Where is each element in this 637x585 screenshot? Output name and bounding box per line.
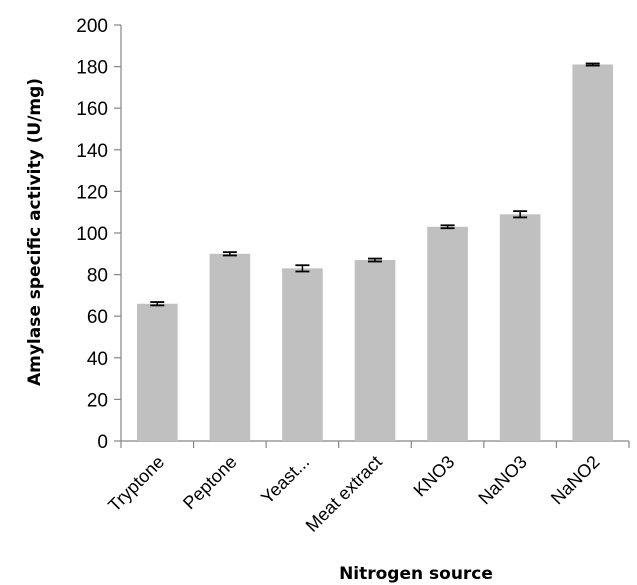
- x-tick-label: Peptone: [179, 452, 241, 514]
- x-tick-labels: Tryptone Peptone Yeast...Meat extract KNO3 N…: [104, 452, 603, 536]
- error-bar: [150, 301, 165, 307]
- error-bar: [585, 62, 600, 67]
- y-tick-label: 180: [76, 58, 108, 79]
- bar: [282, 268, 323, 441]
- bar: [354, 260, 396, 441]
- bar: [136, 303, 178, 441]
- x-tick-label: NaNO2: [547, 452, 604, 509]
- x-tick-label: Meat extract: [302, 452, 386, 536]
- error-bar: [295, 264, 310, 273]
- y-tick-label: 60: [87, 307, 108, 328]
- bars: [136, 64, 614, 442]
- bar: [209, 253, 251, 441]
- y-tick-label: 100: [76, 224, 108, 245]
- y-tick-label: 20: [87, 390, 108, 411]
- axes: [114, 24, 630, 448]
- x-tick-label: KNO3: [410, 452, 459, 501]
- x-tick-label: Yeast...: [257, 452, 313, 508]
- x-axis-title: Nitrogen source: [339, 564, 493, 584]
- y-tick-label: 40: [87, 349, 108, 370]
- y-tick-label: 200: [76, 16, 108, 37]
- bar: [499, 214, 541, 441]
- bar: [427, 226, 468, 441]
- y-tick-label: 0: [97, 432, 108, 453]
- bar: [572, 64, 614, 442]
- error-bar: [513, 210, 528, 219]
- y-tick-label: 120: [76, 182, 108, 203]
- y-tick-label: 160: [76, 99, 108, 120]
- error-bar: [440, 224, 455, 230]
- x-tick-label: Tryptone: [104, 452, 168, 516]
- error-bar: [368, 257, 382, 263]
- y-tick-label: 140: [76, 141, 108, 162]
- x-tick-label: NaNO3: [474, 452, 531, 509]
- y-tick-labels: 0 20 40 60 80 100 120 140 160 180 200: [76, 16, 108, 453]
- error-bars: [150, 62, 600, 307]
- error-bar: [222, 251, 237, 257]
- y-tick-label: 80: [87, 266, 108, 287]
- y-axis-title: Amylase specific activity (U/mg): [25, 78, 45, 386]
